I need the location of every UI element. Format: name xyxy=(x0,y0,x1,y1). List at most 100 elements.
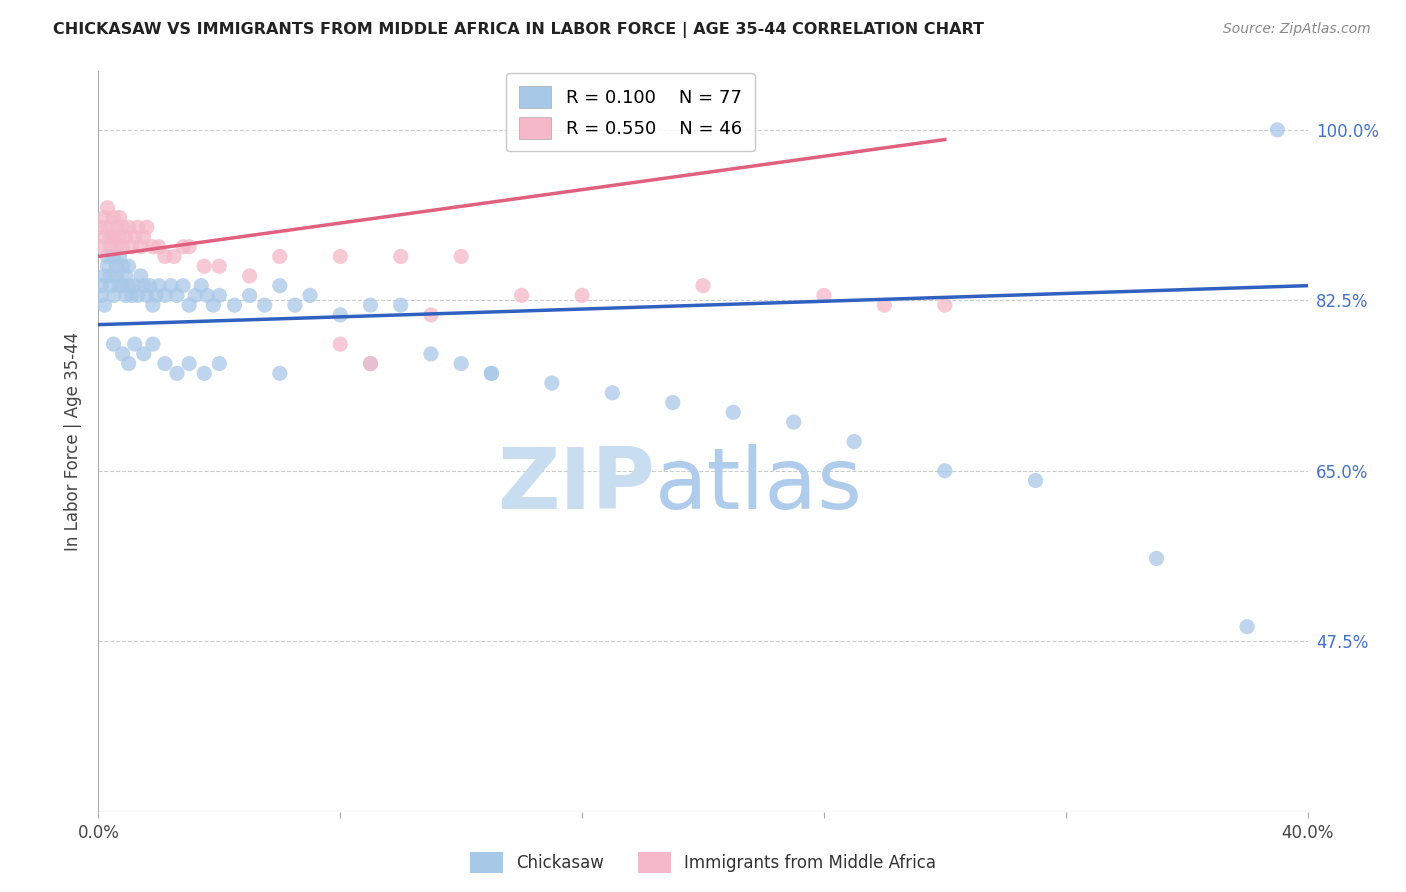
Point xyxy=(105,259,128,273)
Point xyxy=(93,298,115,312)
Y-axis label: In Labor Force | Age 35-44: In Labor Force | Age 35-44 xyxy=(65,332,83,551)
Point xyxy=(121,288,143,302)
Point xyxy=(111,278,134,293)
Point xyxy=(135,288,157,302)
Point xyxy=(420,308,443,322)
Point xyxy=(360,298,382,312)
Point xyxy=(103,250,125,264)
Point xyxy=(100,230,122,244)
Point xyxy=(132,278,155,293)
Point xyxy=(103,337,125,351)
Point xyxy=(540,376,562,390)
Point xyxy=(179,357,201,371)
Point xyxy=(253,298,276,312)
Point xyxy=(114,230,136,244)
Point xyxy=(142,240,165,254)
Point xyxy=(783,415,806,429)
Point xyxy=(195,288,218,302)
Point xyxy=(184,288,207,302)
Point xyxy=(1267,123,1289,137)
Point xyxy=(148,240,170,254)
Point xyxy=(172,278,194,293)
Point xyxy=(93,211,115,225)
Point xyxy=(118,278,141,293)
Point xyxy=(121,240,143,254)
Point xyxy=(139,278,162,293)
Point xyxy=(450,357,472,371)
Point xyxy=(284,298,307,312)
Point xyxy=(450,250,472,264)
Point xyxy=(90,288,112,302)
Point xyxy=(118,259,141,273)
Point xyxy=(160,278,183,293)
Point xyxy=(105,220,128,235)
Point xyxy=(360,357,382,371)
Point xyxy=(114,268,136,283)
Point xyxy=(111,220,134,235)
Point xyxy=(163,250,186,264)
Point xyxy=(111,240,134,254)
Point xyxy=(179,240,201,254)
Point xyxy=(329,337,352,351)
Legend: R = 0.100    N = 77, R = 0.550    N = 46: R = 0.100 N = 77, R = 0.550 N = 46 xyxy=(506,73,755,152)
Point xyxy=(202,298,225,312)
Point xyxy=(90,240,112,254)
Point xyxy=(93,268,115,283)
Point xyxy=(111,259,134,273)
Point xyxy=(105,268,128,283)
Point xyxy=(108,250,131,264)
Point xyxy=(481,367,503,381)
Point xyxy=(96,259,118,273)
Point xyxy=(108,211,131,225)
Point xyxy=(481,367,503,381)
Point xyxy=(124,337,146,351)
Point xyxy=(103,211,125,225)
Point xyxy=(103,230,125,244)
Point xyxy=(100,278,122,293)
Point xyxy=(193,367,215,381)
Point xyxy=(135,220,157,235)
Point xyxy=(96,220,118,235)
Point xyxy=(132,230,155,244)
Point xyxy=(142,298,165,312)
Point xyxy=(172,240,194,254)
Point xyxy=(208,357,231,371)
Point xyxy=(813,288,835,302)
Point xyxy=(873,298,896,312)
Point xyxy=(114,288,136,302)
Point xyxy=(93,230,115,244)
Point xyxy=(90,220,112,235)
Point xyxy=(111,347,134,361)
Point xyxy=(1144,551,1167,566)
Point xyxy=(239,268,262,283)
Point xyxy=(166,288,188,302)
Point xyxy=(389,250,412,264)
Point xyxy=(934,464,956,478)
Point xyxy=(105,240,128,254)
Point xyxy=(127,288,149,302)
Point xyxy=(661,395,683,409)
Point xyxy=(1236,619,1258,633)
Point xyxy=(118,357,141,371)
Point xyxy=(96,250,118,264)
Point xyxy=(103,288,125,302)
Point xyxy=(127,220,149,235)
Point xyxy=(124,230,146,244)
Point xyxy=(844,434,866,449)
Text: CHICKASAW VS IMMIGRANTS FROM MIDDLE AFRICA IN LABOR FORCE | AGE 35-44 CORRELATIO: CHICKASAW VS IMMIGRANTS FROM MIDDLE AFRI… xyxy=(53,22,984,38)
Point xyxy=(153,250,176,264)
Point xyxy=(1024,474,1046,488)
Point xyxy=(153,357,176,371)
Point xyxy=(510,288,533,302)
Point xyxy=(208,259,231,273)
Text: ZIP: ZIP xyxy=(496,444,655,527)
Point xyxy=(389,298,412,312)
Point xyxy=(571,288,593,302)
Point xyxy=(602,385,624,400)
Point xyxy=(329,308,352,322)
Text: atlas: atlas xyxy=(655,444,863,527)
Point xyxy=(208,288,231,302)
Point xyxy=(239,288,262,302)
Text: Source: ZipAtlas.com: Source: ZipAtlas.com xyxy=(1223,22,1371,37)
Point xyxy=(299,288,322,302)
